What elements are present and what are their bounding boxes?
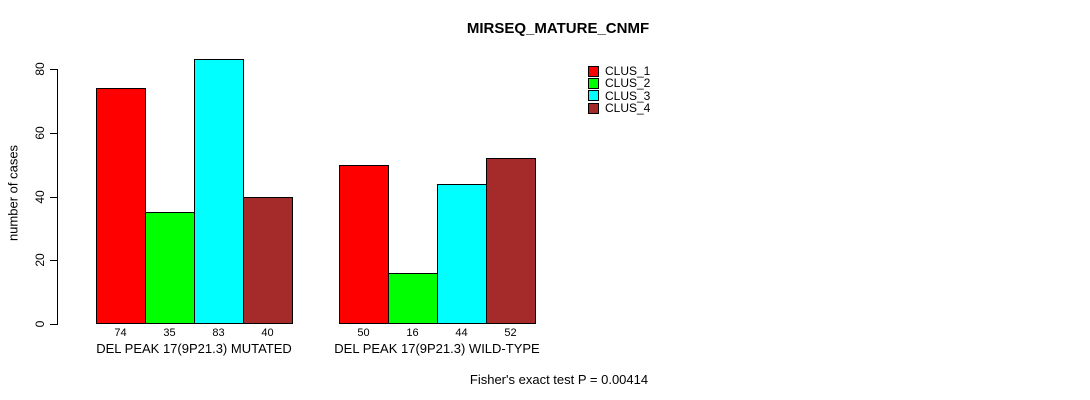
bar-value-label: 44 (455, 327, 468, 339)
bar-value-label: 50 (357, 327, 370, 339)
bar-clus_2-group1 (145, 212, 195, 324)
y-axis-tick (50, 196, 57, 198)
legend-swatch-clus_2 (588, 77, 599, 89)
y-axis-tick (50, 324, 57, 325)
group-label-1: DEL PEAK 17(9P21.3) MUTATED (96, 341, 292, 356)
legend-item-clus_1: CLUS_1 (588, 65, 650, 77)
legend-swatch-clus_3 (588, 90, 599, 102)
legend-label: CLUS_2 (605, 76, 651, 91)
chart-title: MIRSEQ_MATURE_CNMF (466, 20, 650, 37)
bar-value-label: 16 (406, 327, 419, 339)
legend-swatch-clus_4 (588, 102, 599, 114)
y-axis-tick (50, 260, 57, 262)
legend-swatch-clus_1 (588, 65, 599, 77)
y-axis-tick-label: 20 (33, 253, 47, 267)
legend-item-clus_4: CLUS_4 (588, 102, 650, 114)
legend-item-clus_2: CLUS_2 (588, 77, 650, 89)
bar-clus_1-group2 (339, 164, 389, 324)
y-axis-label: number of cases (5, 144, 21, 242)
y-axis-tick (50, 132, 57, 134)
y-axis-tick (50, 69, 57, 70)
bar-clus_4-group2 (486, 158, 536, 324)
bar-value-label: 83 (212, 327, 225, 339)
bar-value-label: 35 (163, 327, 176, 339)
y-axis-tick-label: 60 (33, 126, 47, 140)
y-axis-tick-label: 0 (33, 320, 47, 328)
bar-value-label: 40 (261, 327, 274, 339)
bar-clus_2-group2 (388, 273, 438, 324)
legend-label: CLUS_3 (605, 88, 651, 103)
legend-label: CLUS_4 (605, 101, 651, 116)
bar-clus_3-group2 (437, 183, 487, 324)
bar-clus_4-group1 (243, 196, 293, 324)
group-label-2: DEL PEAK 17(9P21.3) WILD-TYPE (334, 341, 540, 356)
bar-value-label: 52 (504, 327, 517, 339)
fisher-test-annotation: Fisher's exact test P = 0.00414 (469, 372, 649, 387)
bar-value-label: 74 (114, 327, 127, 339)
legend-item-clus_3: CLUS_3 (588, 90, 650, 102)
bar-clus_3-group1 (194, 59, 244, 324)
y-axis-tick-label: 80 (33, 62, 47, 76)
y-axis-line (57, 69, 58, 325)
legend-label: CLUS_1 (605, 64, 651, 78)
bar-clus_1-group1 (96, 88, 146, 324)
y-axis-tick-label: 40 (33, 189, 47, 204)
